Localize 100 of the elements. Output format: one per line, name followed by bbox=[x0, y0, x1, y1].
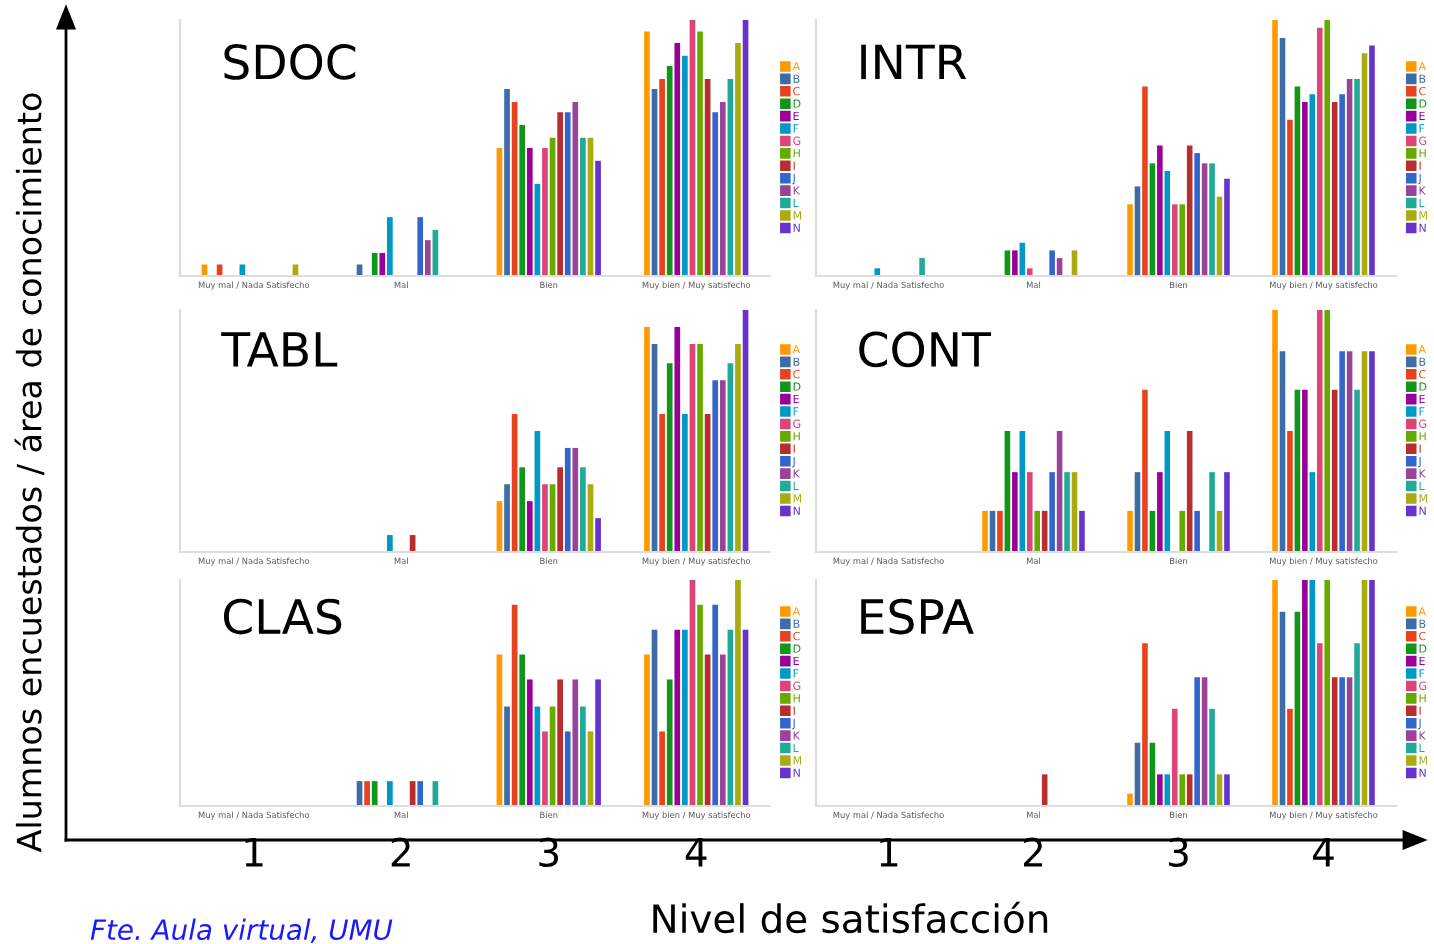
bar bbox=[1127, 204, 1133, 276]
bar bbox=[1171, 708, 1178, 806]
bar bbox=[564, 447, 571, 552]
bar bbox=[580, 137, 586, 276]
bar bbox=[719, 380, 726, 552]
bar bbox=[659, 414, 665, 552]
bar bbox=[526, 679, 533, 806]
bar bbox=[364, 781, 370, 806]
bar bbox=[557, 112, 563, 276]
bar bbox=[644, 326, 650, 552]
bar bbox=[580, 467, 586, 552]
bar bbox=[666, 363, 673, 552]
bar bbox=[504, 484, 510, 552]
bar bbox=[1142, 389, 1148, 552]
bar bbox=[526, 148, 533, 276]
bar bbox=[1171, 204, 1178, 276]
bar bbox=[1272, 580, 1278, 806]
bar bbox=[719, 101, 726, 276]
y-axis-title: Alumnos encuestados / área de conocimiento bbox=[14, 93, 45, 853]
bar bbox=[919, 258, 925, 276]
bar bbox=[982, 510, 988, 552]
bar bbox=[1157, 774, 1163, 806]
chart-title: SDOC bbox=[224, 44, 356, 80]
bar bbox=[1064, 472, 1070, 552]
bar bbox=[572, 679, 579, 806]
bar bbox=[1026, 472, 1033, 552]
chart-title: INTR bbox=[861, 44, 967, 80]
bar bbox=[542, 148, 548, 276]
bar bbox=[595, 160, 601, 276]
bar bbox=[719, 654, 726, 806]
bar bbox=[735, 343, 741, 552]
chart-title: CLAS bbox=[223, 598, 342, 635]
bar bbox=[1157, 145, 1163, 276]
bar bbox=[519, 654, 526, 806]
bar bbox=[371, 781, 378, 806]
bar bbox=[557, 679, 563, 806]
bar bbox=[674, 629, 681, 806]
bar bbox=[542, 731, 548, 806]
bar bbox=[564, 112, 571, 276]
bar bbox=[519, 124, 526, 276]
bar bbox=[1194, 677, 1200, 806]
bar bbox=[712, 604, 719, 806]
bar bbox=[1224, 178, 1230, 276]
text: Fte. Aula virtual, UMU bbox=[90, 918, 393, 943]
bar bbox=[379, 252, 386, 276]
bar bbox=[1354, 78, 1360, 276]
bar bbox=[1026, 268, 1033, 276]
chart-title: ESPA bbox=[861, 598, 974, 635]
bar bbox=[1142, 643, 1148, 806]
bar bbox=[1142, 86, 1148, 276]
bar bbox=[595, 518, 601, 552]
bar bbox=[1209, 163, 1215, 276]
bar bbox=[1324, 310, 1331, 552]
bar bbox=[564, 731, 571, 806]
bar bbox=[1157, 472, 1163, 552]
bar bbox=[387, 781, 393, 806]
bar bbox=[504, 706, 510, 806]
bar bbox=[735, 580, 741, 806]
bar bbox=[1224, 774, 1230, 806]
bar bbox=[1127, 510, 1133, 552]
bar bbox=[1369, 45, 1375, 276]
bar bbox=[387, 217, 393, 276]
bar bbox=[659, 731, 665, 806]
bar bbox=[1034, 510, 1041, 552]
bar bbox=[519, 467, 526, 552]
chart-title: TABL bbox=[221, 332, 338, 367]
bar bbox=[1194, 153, 1200, 276]
bar bbox=[1287, 119, 1293, 276]
bar bbox=[504, 89, 510, 276]
bar bbox=[526, 501, 533, 552]
bar bbox=[1179, 774, 1186, 806]
bar bbox=[1049, 472, 1055, 552]
bar bbox=[735, 43, 741, 276]
bar bbox=[682, 629, 688, 806]
bar bbox=[1324, 20, 1331, 276]
bar bbox=[1209, 472, 1215, 552]
bar bbox=[1302, 580, 1308, 806]
bar bbox=[557, 467, 563, 552]
bar bbox=[712, 380, 719, 552]
bar bbox=[1079, 510, 1085, 552]
bar bbox=[1209, 708, 1215, 806]
bar bbox=[542, 484, 548, 552]
bar bbox=[1316, 27, 1323, 276]
bar bbox=[572, 101, 579, 276]
bar bbox=[1224, 472, 1230, 552]
bar bbox=[417, 781, 424, 806]
bar bbox=[674, 326, 681, 552]
bar bbox=[1287, 708, 1293, 806]
bar bbox=[1194, 510, 1200, 552]
bar bbox=[424, 240, 431, 276]
bar bbox=[1179, 204, 1186, 276]
bar bbox=[659, 78, 665, 276]
bar bbox=[1339, 351, 1345, 552]
bar bbox=[1316, 310, 1323, 552]
bar bbox=[1012, 472, 1018, 552]
bar bbox=[697, 604, 703, 806]
bar bbox=[682, 414, 688, 552]
bar bbox=[674, 43, 681, 276]
bar bbox=[682, 55, 688, 276]
bar bbox=[666, 66, 673, 276]
